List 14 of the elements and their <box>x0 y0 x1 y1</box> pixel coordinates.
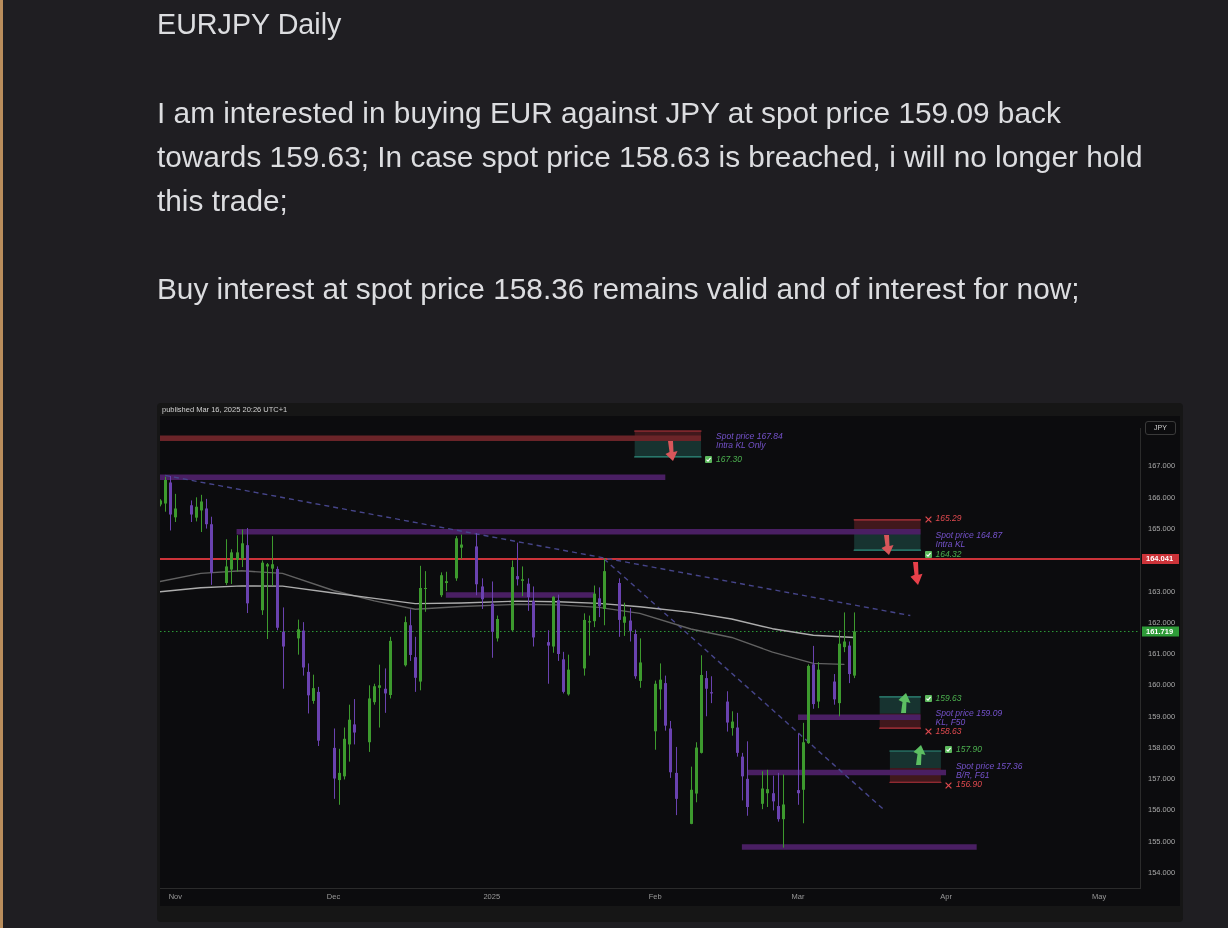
annotation: 156.90 <box>955 779 983 790</box>
annotation: 159.63 <box>935 692 962 703</box>
chart-title: EURJPY Daily <box>157 7 342 42</box>
chart-subtitle: I am interested in buying EUR against JPY at spot price 159.09 back towards 159.63; In case spot price 158.63 is breached, i will no longer hold this trade; <box>157 95 1144 219</box>
text: Buy interest at spot price 158.36 remains valid and of interest for now; <box>157 271 1080 307</box>
annotation: Spot price 157.36 B/R, F61 <box>955 760 1023 780</box>
annotation: Spot price 164.87 Intra KL <box>935 529 1003 549</box>
annotation: Spot price 167.84 Intra KL Only <box>716 431 783 451</box>
annotation: 158.63 <box>935 726 962 737</box>
annotation: 165.29 <box>935 513 962 524</box>
annotation: Spot price 159.09 KL, F50 <box>935 708 1003 728</box>
annotation: 167.30 <box>716 453 743 464</box>
annotation: 157.90 <box>955 743 983 754</box>
annotation: 164.32 <box>935 548 962 559</box>
